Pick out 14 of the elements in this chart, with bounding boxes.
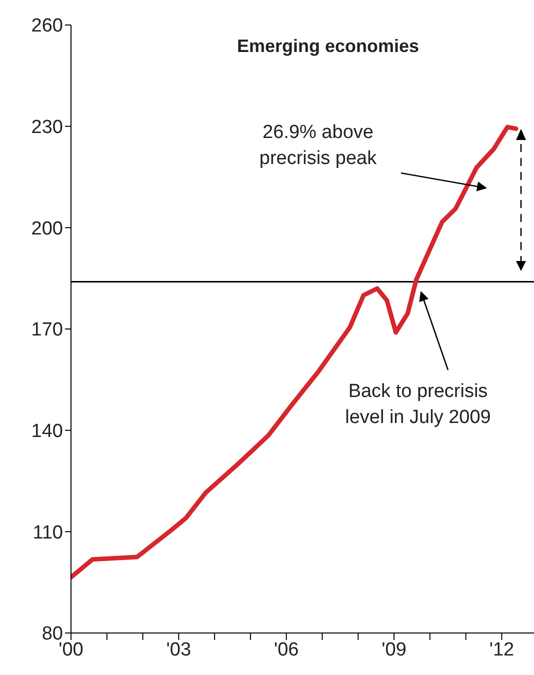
y-tick-label: 260 [31, 16, 63, 37]
y-tick-label: 230 [31, 117, 63, 138]
text: Emerging economies [236, 36, 420, 57]
x-tick-label: '12 [489, 639, 514, 660]
annotation: Back to precrisis level in July 2009 [344, 380, 492, 430]
x-tick-label: '09 [382, 639, 406, 660]
x-tick-label: '06 [274, 639, 299, 660]
y-tick-label: 110 [32, 522, 63, 544]
y-tick-label: 200 [31, 218, 63, 240]
x-tick-label: '03 [166, 639, 192, 660]
x-tick-label: '00 [58, 639, 84, 660]
y-tick-label: 170 [31, 320, 63, 341]
y-tick-label: 140 [31, 421, 63, 442]
annotation: 26.9% above precrisis peak [258, 121, 378, 171]
